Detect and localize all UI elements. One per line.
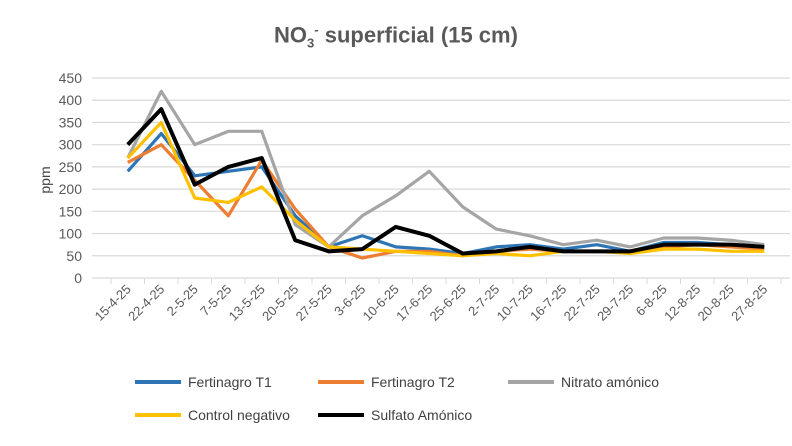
title-subscript: 3 [307,35,315,51]
x-tick-label: 10-6-25 [360,282,402,324]
x-tick-label: 27-8-25 [728,282,770,324]
series-line-control-negativo [126,120,765,258]
y-tick-label: 400 [59,92,83,108]
y-tick-label: 300 [59,137,83,153]
y-tick-label: 100 [59,226,83,242]
x-tick-label: 13-5-25 [226,282,268,324]
series-line-nitrato-am-nico [126,89,765,249]
y-tick-label: 50 [66,248,82,264]
series-line-sulfato-am-nico [126,107,765,256]
title-main: NO [274,22,308,48]
x-tick-label: 15-4-25 [92,282,134,324]
legend-item: Control negativo [135,407,290,423]
x-tick-label: 20-8-25 [695,282,737,324]
legend-item: Nitrato amónico [508,374,659,390]
x-tick-label: 20-5-25 [259,282,301,324]
x-tick-label: 10-7-25 [494,282,536,324]
x-tick-label: 29-7-25 [594,282,636,324]
x-tick-label: 2-5-25 [164,282,201,319]
series-line-fertinagro-t1 [126,131,765,256]
x-tick-label: 25-6-25 [427,282,469,324]
x-tick-label: 27-5-25 [293,282,335,324]
legend-swatch [508,380,554,384]
y-axis-label: ppm [37,166,53,193]
legend-swatch [135,380,181,384]
y-tick-label: 0 [74,270,82,286]
y-tick-label: 150 [59,203,83,219]
x-tick-label: 17-6-25 [393,282,435,324]
y-tick-label: 200 [59,181,83,197]
x-tick-label: 22-4-25 [125,282,167,324]
y-tick-label: 450 [59,70,83,86]
legend-item: Fertinagro T1 [135,374,272,390]
legend-label: Nitrato amónico [561,374,660,390]
legend-item: Fertinagro T2 [318,374,455,390]
legend-item: Sulfato Amónico [318,407,472,423]
legend-swatch [318,380,364,384]
x-tick-label: 16-7-25 [527,282,569,324]
legend-label: Control negativo [188,407,290,423]
legend-swatch [135,413,181,417]
legend-label: Fertinagro T1 [188,374,272,390]
title-rest: superficial (15 cm) [318,22,518,48]
chart-title: NO3- superficial (15 cm) [0,22,792,51]
x-tick-label: 12-8-25 [661,282,703,324]
title-superscript: - [314,22,319,37]
y-tick-label: 350 [59,114,83,130]
legend-label: Fertinagro T2 [371,374,455,390]
legend-label: Sulfato Amónico [371,407,473,423]
y-tick-label: 250 [59,159,83,175]
x-tick-label: 22-7-25 [561,282,603,324]
legend-swatch [318,413,364,417]
